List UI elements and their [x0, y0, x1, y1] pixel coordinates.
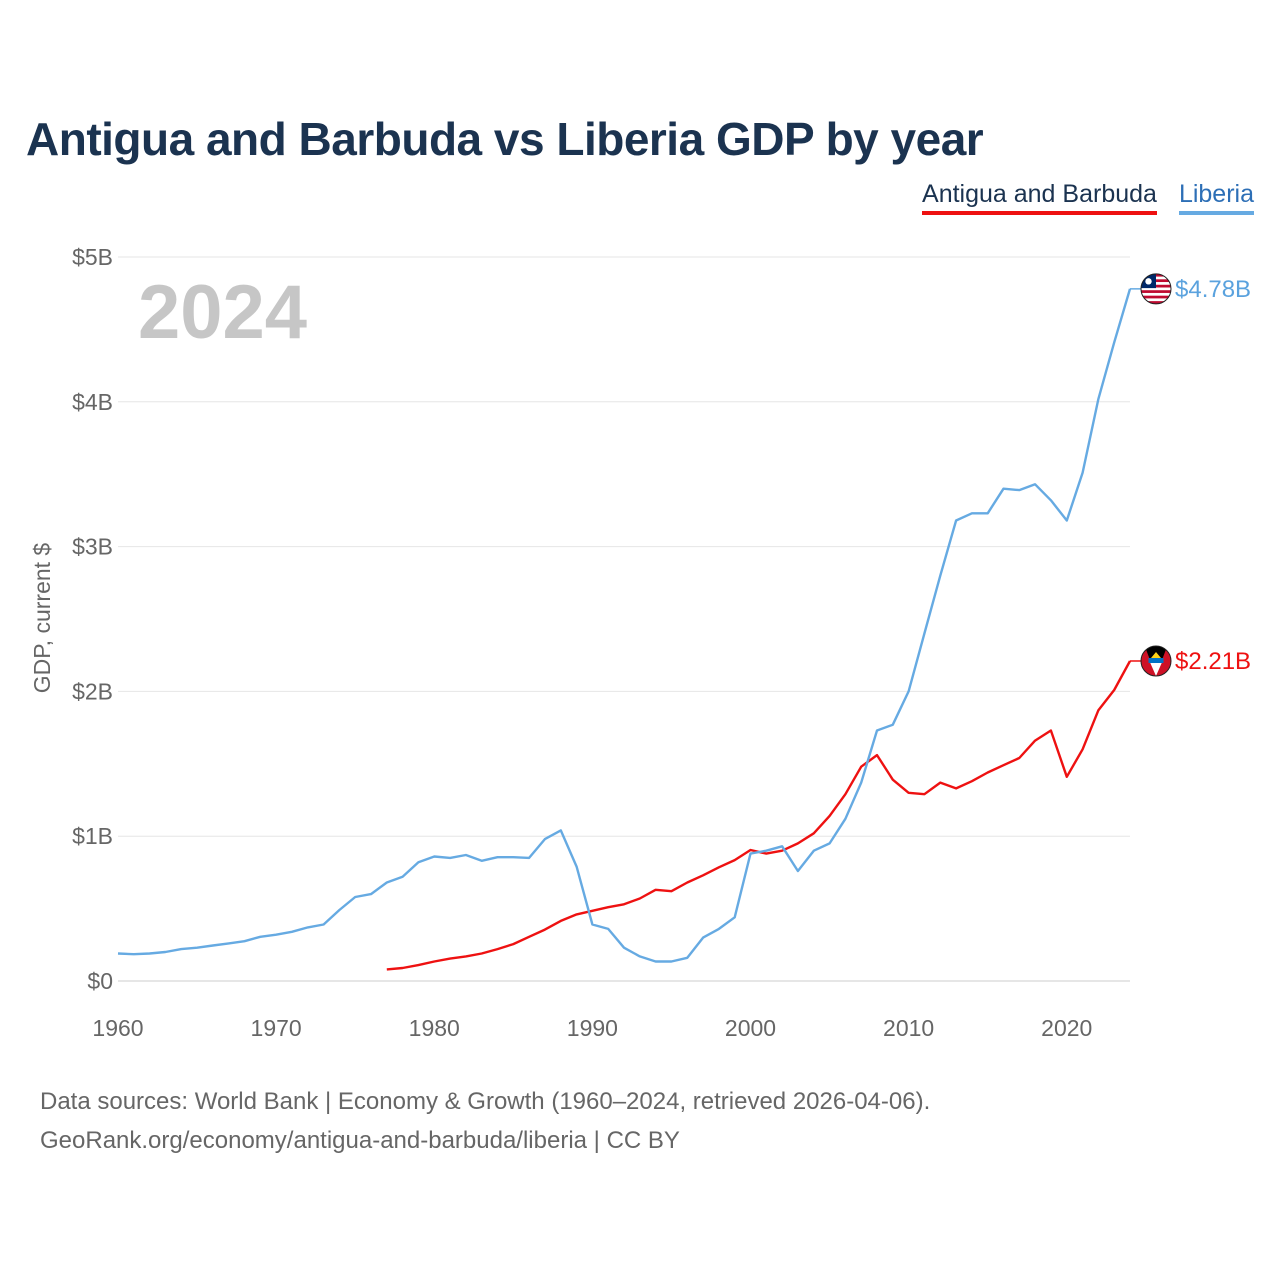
year-label: 2024	[138, 270, 307, 355]
series-line-antigua-and-barbuda	[386, 660, 1132, 971]
liberia-flag-icon	[1140, 273, 1172, 305]
y-tick-label: $2B	[72, 678, 113, 704]
legend-antigua-and-barbuda[interactable]: Antigua and Barbuda	[922, 180, 1157, 215]
end-markers: $2.21B $4.78B	[1130, 273, 1251, 677]
x-tick-label: 1960	[92, 1015, 143, 1041]
end-value-label: $4.78B	[1175, 276, 1251, 303]
legend: Antigua and Barbuda Liberia	[922, 180, 1254, 215]
series-line-liberia	[117, 288, 1132, 963]
footer-sources: Data sources: World Bank | Economy & Gro…	[40, 1088, 931, 1115]
y-tick-label: $1B	[72, 823, 113, 849]
x-tick-labels: 1960 1970 1980 1990 2000 2010 2020	[92, 1015, 1092, 1041]
end-value-label: $2.21B	[1175, 648, 1251, 675]
y-tick-label: $3B	[72, 534, 113, 560]
grid-lines	[118, 256, 1130, 982]
y-tick-labels: $0 $1B $2B $3B $4B $5B	[72, 244, 113, 994]
gdp-line-chart: $0 $1B $2B $3B $4B $5B 1960 1970 1980 1990 2000 20…	[29, 244, 1251, 1041]
x-tick-label: 2000	[725, 1015, 776, 1041]
y-tick-label: $4B	[72, 389, 113, 415]
chart-title: Antigua and Barbuda vs Liberia GDP by ye…	[26, 113, 984, 165]
x-tick-label: 2020	[1041, 1015, 1092, 1041]
y-axis-label: GDP, current $	[29, 543, 55, 694]
legend-liberia[interactable]: Liberia	[1178, 180, 1254, 215]
y-tick-label: $0	[87, 968, 113, 994]
footer-link[interactable]: GeoRank.org/economy/antigua-and-barbuda/…	[40, 1127, 680, 1154]
antigua-flag-icon	[1140, 645, 1172, 677]
x-tick-label: 1990	[567, 1015, 618, 1041]
x-tick-label: 1970	[251, 1015, 302, 1041]
x-tick-label: 2010	[883, 1015, 934, 1041]
y-tick-label: $5B	[72, 244, 113, 270]
footer: Data sources: World Bank | Economy & Gro…	[40, 1082, 930, 1160]
series-lines	[117, 288, 1132, 971]
x-tick-label: 1980	[409, 1015, 460, 1041]
